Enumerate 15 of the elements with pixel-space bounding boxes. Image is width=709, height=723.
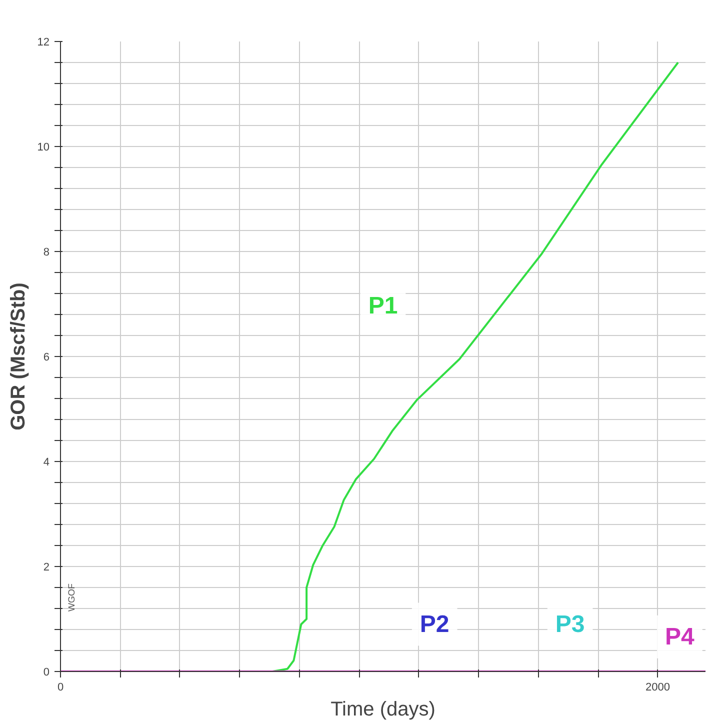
- annotation: WGOF: [66, 583, 76, 612]
- y-tick-label: 2: [43, 562, 50, 574]
- x-axis-title: Time (days): [330, 698, 436, 720]
- y-tick-label: 6: [43, 352, 50, 364]
- series-label: P4: [665, 623, 696, 650]
- legend-label: P2: [420, 610, 450, 638]
- y-tick-label: 0: [43, 666, 50, 678]
- y-tick-label: 4: [43, 456, 50, 468]
- y-tick-label: 8: [43, 246, 50, 258]
- y-axis-title: GOR (Mscf/Stb): [7, 282, 30, 430]
- x-tick-label: 2000: [645, 682, 670, 694]
- text: P1: [368, 292, 398, 320]
- legend-label: P3: [555, 610, 585, 638]
- y-tick-label: 10: [37, 142, 50, 154]
- y-tick-label: 12: [37, 36, 50, 48]
